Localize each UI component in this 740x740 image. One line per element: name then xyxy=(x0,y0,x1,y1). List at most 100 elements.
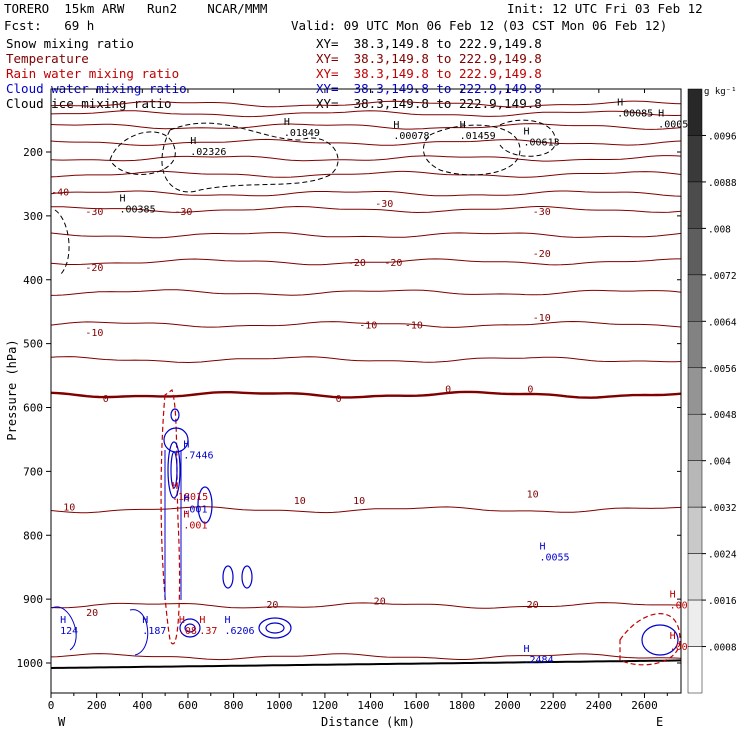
contour-label: 0 xyxy=(336,394,342,405)
colorbar-label: .0056 xyxy=(708,364,737,375)
x-tick-label: 200 xyxy=(87,699,107,712)
colorbar-swatch xyxy=(687,321,703,369)
colorbar-label: .008 xyxy=(708,224,731,235)
colorbar-label: .0088 xyxy=(708,178,737,189)
extremum-marker: H xyxy=(179,615,185,626)
colorbar-swatch xyxy=(687,88,703,136)
y-tick-label: 1000 xyxy=(17,657,44,670)
y-tick-label: 400 xyxy=(23,274,43,287)
colorbar-swatch xyxy=(687,135,703,183)
temperature-contour xyxy=(51,123,681,130)
contour-label: 10 xyxy=(353,496,365,507)
contour-label: -10 xyxy=(405,320,423,331)
field-cloud-ice-xy: XY= 38.3,149.8 to 222.9,149.8 xyxy=(316,96,542,111)
contour-label: -10 xyxy=(359,320,377,331)
contour-label: 20 xyxy=(527,600,539,611)
temperature-contour xyxy=(51,155,681,162)
colorbar-swatch xyxy=(687,506,703,554)
colorbar-label: .0008 xyxy=(708,643,737,654)
extremum-value: .08 xyxy=(179,626,197,637)
extremum-marker: H xyxy=(524,644,530,655)
contour-label: -30 xyxy=(174,207,192,218)
y-tick-label: 700 xyxy=(23,465,43,478)
colorbar-label: .0024 xyxy=(708,550,737,561)
y-tick-label: 200 xyxy=(23,146,43,159)
cloud-ice-contour xyxy=(499,119,556,157)
colorbar-unit: g kg⁻¹ xyxy=(704,87,737,97)
temperature-contour xyxy=(51,170,681,178)
contour-label: 0 xyxy=(527,384,533,395)
y-tick-label: 600 xyxy=(23,402,43,415)
x-axis-label: Distance (km) xyxy=(321,715,415,729)
contour-label: -30 xyxy=(533,207,551,218)
cloud-ice-contour xyxy=(54,209,70,276)
temperature-contour xyxy=(51,138,681,146)
colorbar-label: .0032 xyxy=(708,503,737,514)
extremum-marker: H xyxy=(183,494,189,505)
extremum-value: .187 xyxy=(142,626,166,637)
contour-label: 10 xyxy=(527,490,539,501)
contour-label: -20 xyxy=(384,258,402,269)
cloud-water-contour xyxy=(170,408,180,422)
temperature-contour xyxy=(51,602,681,609)
cloud-water-contour xyxy=(641,624,679,656)
contour-label: 20 xyxy=(374,596,386,607)
temperature-contour xyxy=(51,356,681,364)
field-cloud-ice-name: Cloud ice mixing ratio xyxy=(6,96,172,111)
y-axis-label: Pressure (hPa) xyxy=(5,339,19,440)
extremum-value: .00613 xyxy=(524,137,560,148)
extremum-value: .01849 xyxy=(284,128,320,139)
cloud-ice-contour xyxy=(422,124,521,176)
extremum-marker: H xyxy=(190,136,196,147)
temperature-contour xyxy=(51,320,681,328)
y-tick-label: 500 xyxy=(23,338,43,351)
y-tick-label: 900 xyxy=(23,593,43,606)
extremum-value: .001 xyxy=(183,505,207,516)
temperature-contour xyxy=(51,232,681,239)
contour-label: -30 xyxy=(85,207,103,218)
extremum-marker: H xyxy=(142,615,148,626)
temperature-contour xyxy=(51,190,681,197)
colorbar-swatch xyxy=(687,274,703,322)
colorbar-label: .0064 xyxy=(708,317,737,328)
extremum-value: .00085 xyxy=(617,109,653,120)
cloud-water-contour xyxy=(184,623,196,633)
extremum-value: .0055 xyxy=(539,553,569,564)
extremum-value: .02326 xyxy=(190,147,226,158)
extremum-value: 124 xyxy=(60,626,78,637)
x-tick-label: 2600 xyxy=(631,699,658,712)
extremum-marker: H xyxy=(172,481,178,492)
x-tick-label: 1200 xyxy=(312,699,339,712)
extremum-marker: H xyxy=(658,109,664,120)
temperature-contour xyxy=(51,258,681,266)
cloud-ice-contour xyxy=(161,122,339,193)
y-tick-label: 800 xyxy=(23,529,43,542)
extremum-value: .2484 xyxy=(524,655,554,666)
temperature-contour xyxy=(51,653,681,661)
rain-water-contour xyxy=(160,389,181,645)
colorbar-swatch xyxy=(687,228,703,276)
colorbar-swatch xyxy=(687,599,703,647)
x-tick-label: 2400 xyxy=(586,699,613,712)
extremum-value: .00052 xyxy=(658,120,694,131)
field-rain-xy: XY= 38.3,149.8 to 222.9,149.8 xyxy=(316,66,542,81)
extremum-marker: H xyxy=(393,120,399,131)
west-label: W xyxy=(58,715,66,729)
cloud-water-contour xyxy=(51,606,149,656)
colorbar-label: .0096 xyxy=(708,131,737,142)
extremum-marker: H xyxy=(224,615,230,626)
extremum-marker: H xyxy=(524,126,530,137)
cloud-water-contour xyxy=(241,565,253,589)
extremum-marker: H xyxy=(284,117,290,128)
colorbar-label: .0072 xyxy=(708,271,737,282)
contour-label: 0 xyxy=(103,394,109,405)
cloud-water-contour xyxy=(222,565,234,589)
cloud-water-contour xyxy=(197,486,213,524)
plot-frame xyxy=(50,88,682,694)
x-tick-label: 1800 xyxy=(449,699,476,712)
valid-time: Valid: 09 UTC Mon 06 Feb 12 (03 CST Mon … xyxy=(291,18,668,33)
cloud-water-contour xyxy=(265,622,285,634)
x-tick-label: 600 xyxy=(178,699,198,712)
extremum-marker: H xyxy=(199,615,205,626)
cloud-water-contour xyxy=(167,441,181,499)
